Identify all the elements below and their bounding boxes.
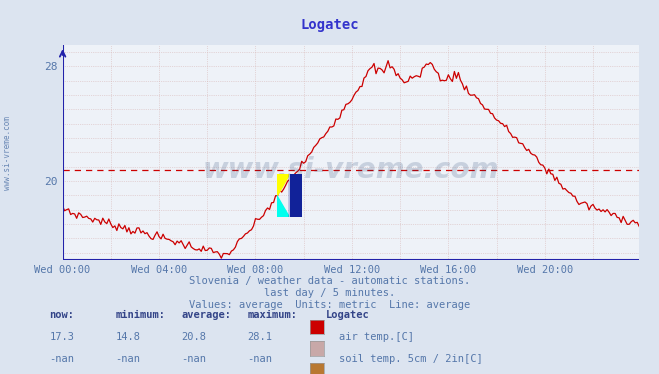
Polygon shape <box>277 174 289 196</box>
Text: -nan: -nan <box>49 354 74 364</box>
Text: -nan: -nan <box>247 354 272 364</box>
Text: maximum:: maximum: <box>247 310 297 321</box>
Text: Slovenia / weather data - automatic stations.: Slovenia / weather data - automatic stat… <box>189 276 470 286</box>
Text: 20.8: 20.8 <box>181 332 206 342</box>
Polygon shape <box>277 196 289 217</box>
Text: -nan: -nan <box>181 354 206 364</box>
Text: average:: average: <box>181 310 231 321</box>
Text: 14.8: 14.8 <box>115 332 140 342</box>
Text: www.si-vreme.com: www.si-vreme.com <box>203 156 499 184</box>
Text: air temp.[C]: air temp.[C] <box>339 332 415 342</box>
Text: Values: average  Units: metric  Line: average: Values: average Units: metric Line: aver… <box>189 300 470 310</box>
Text: www.si-vreme.com: www.si-vreme.com <box>3 116 13 190</box>
Text: minimum:: minimum: <box>115 310 165 321</box>
Text: -nan: -nan <box>115 354 140 364</box>
Text: Logatec: Logatec <box>326 310 370 321</box>
Text: soil temp. 5cm / 2in[C]: soil temp. 5cm / 2in[C] <box>339 354 483 364</box>
Text: now:: now: <box>49 310 74 321</box>
Text: last day / 5 minutes.: last day / 5 minutes. <box>264 288 395 298</box>
Text: 17.3: 17.3 <box>49 332 74 342</box>
Polygon shape <box>289 174 302 217</box>
Text: Logatec: Logatec <box>301 18 358 32</box>
Text: 28.1: 28.1 <box>247 332 272 342</box>
